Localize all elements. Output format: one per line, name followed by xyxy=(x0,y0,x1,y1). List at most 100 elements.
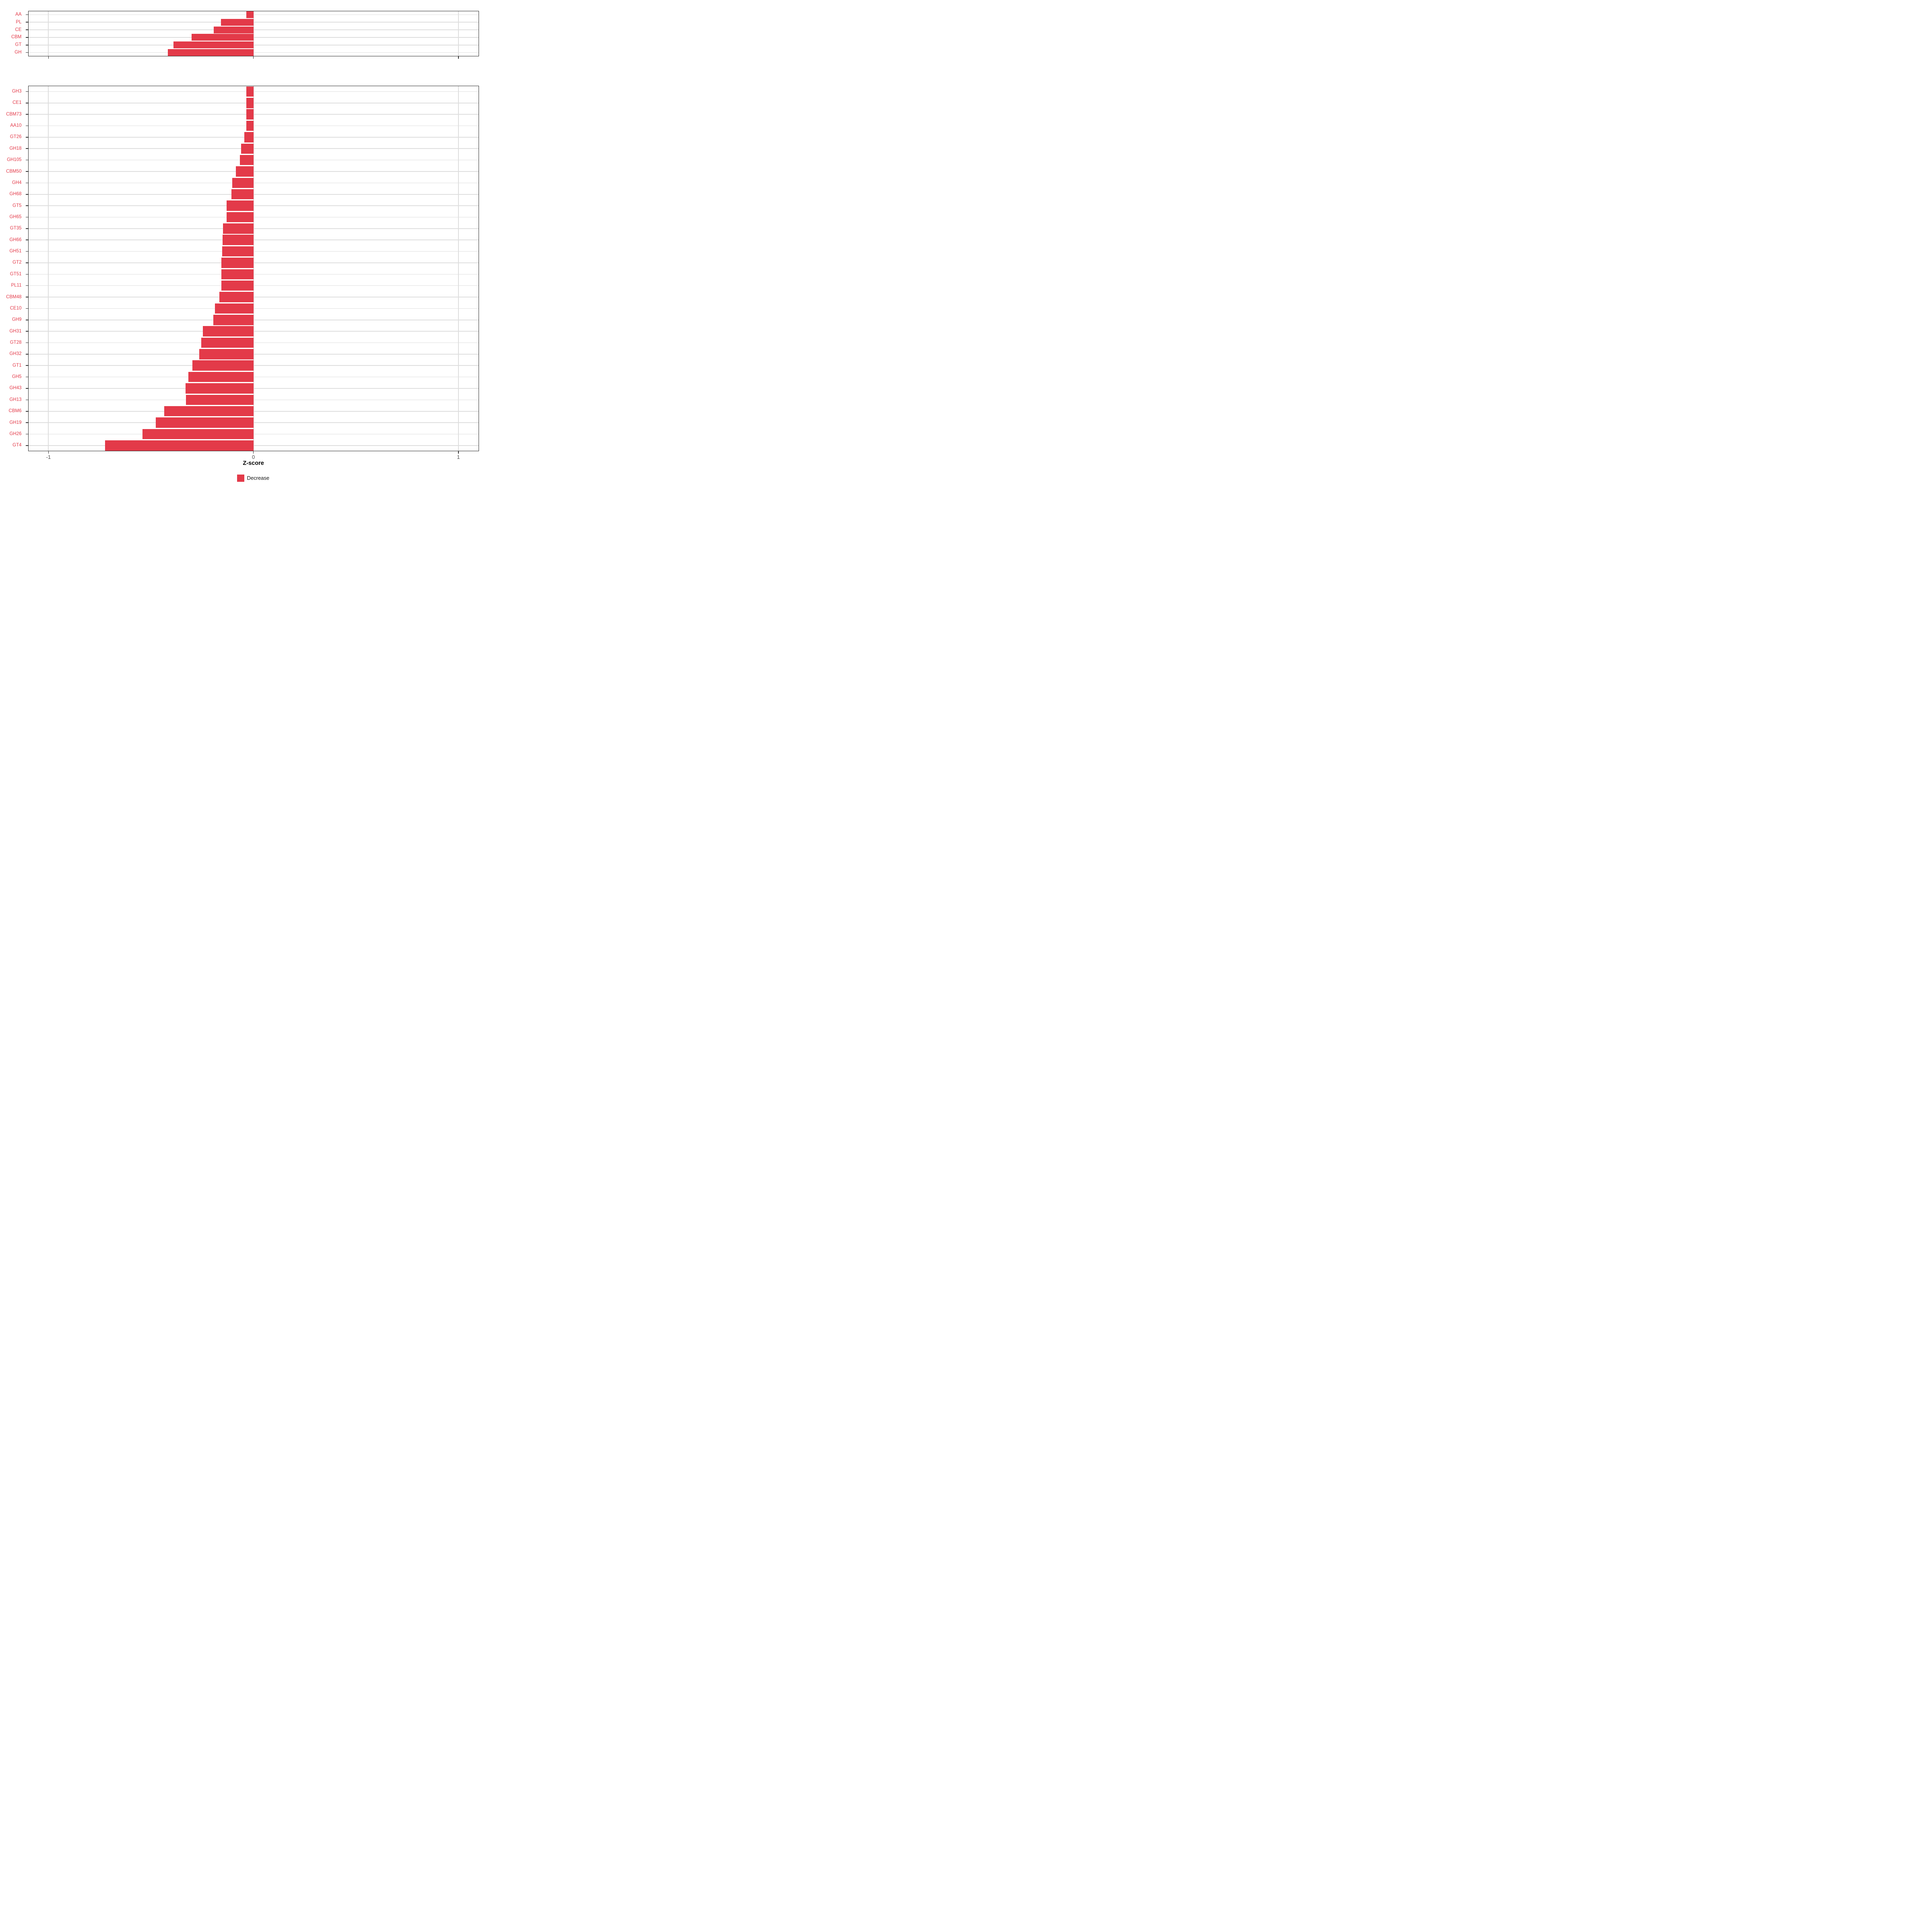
y-axis-label-GH68: GH68 xyxy=(9,192,22,197)
gridline-row-GH66 xyxy=(28,239,479,240)
y-axis-tick-GH xyxy=(25,52,28,53)
gridline-x-1 xyxy=(458,11,459,56)
bar-GT5 xyxy=(226,200,254,211)
bar-GH18 xyxy=(241,143,254,154)
y-axis-tick-GT1 xyxy=(25,365,28,366)
y-axis-label-GT51: GT51 xyxy=(10,271,22,277)
x-tick-label-0: 0 xyxy=(252,454,255,460)
x-axis-tick--1 xyxy=(48,56,49,59)
y-axis-label-CBM6: CBM6 xyxy=(8,409,22,414)
y-axis-label-GH3: GH3 xyxy=(12,89,22,94)
y-axis-tick-CBM73 xyxy=(25,114,28,115)
y-axis-label-GH26: GH26 xyxy=(9,431,22,436)
zscore-bar-chart-figure: AA PL CE CBM GT GH GH3 CE1 CBM73 AA10 GT26 GH18 GH1… xyxy=(0,0,483,483)
y-axis-tick-GH4 xyxy=(25,182,28,184)
x-axis-tick-1 xyxy=(458,451,459,454)
gridline-row-GH105 xyxy=(28,159,479,161)
bar-GH32 xyxy=(199,349,254,359)
y-axis-label-GT26: GT26 xyxy=(10,134,22,140)
y-axis-tick-GH26 xyxy=(25,433,28,435)
bar-GH51 xyxy=(222,246,254,257)
y-axis-tick-GT5 xyxy=(25,205,28,206)
x-tick-label--1: -1 xyxy=(46,454,51,460)
bar-CBM xyxy=(192,34,254,41)
y-axis-tick-GH43 xyxy=(25,388,28,389)
bar-GT51 xyxy=(221,269,254,280)
y-axis-label-GH4: GH4 xyxy=(12,180,22,185)
y-axis-label-GH9: GH9 xyxy=(12,317,22,322)
bar-GT28 xyxy=(201,337,254,348)
y-axis-tick-GT2 xyxy=(25,262,28,263)
y-axis-label-GT4: GT4 xyxy=(12,443,22,448)
y-axis-label-GH13: GH13 xyxy=(9,397,22,402)
gridline-row-GH26 xyxy=(28,433,479,435)
y-axis-tick-GH18 xyxy=(25,148,28,149)
panel-cazyme-families: GH3 CE1 CBM73 AA10 GT26 GH18 GH105 CBM50 GH4 GH68… xyxy=(6,86,479,454)
y-axis-tick-GH32 xyxy=(25,354,28,355)
bar-AA xyxy=(246,11,254,18)
gridline-row-GH51 xyxy=(28,251,479,252)
bar-GT xyxy=(173,41,254,49)
gridline-x--1 xyxy=(48,86,49,451)
bar-CBM48 xyxy=(219,292,254,302)
bar-GT2 xyxy=(221,258,254,268)
bar-GT1 xyxy=(192,360,254,371)
bar-CBM50 xyxy=(236,166,254,177)
y-axis-label-GH18: GH18 xyxy=(9,146,22,151)
y-axis-tick-CE10 xyxy=(25,308,28,309)
y-axis-label-GH65: GH65 xyxy=(9,214,22,219)
panel-cazyme-classes: AA PL CE CBM GT GH xyxy=(11,11,479,59)
y-axis-tick-GT51 xyxy=(25,274,28,275)
y-axis-label-GT: GT xyxy=(15,42,22,47)
x-axis-tick--1 xyxy=(48,451,49,454)
y-axis-label-PL: PL xyxy=(16,19,22,25)
gridline-x-0 xyxy=(253,11,254,56)
legend-label-decrease: Decrease xyxy=(247,475,270,481)
gridline-x--1 xyxy=(48,11,49,56)
bar-AA10 xyxy=(246,120,254,131)
bar-GH66 xyxy=(223,235,254,245)
gridline-row-GH68 xyxy=(28,194,479,195)
gridline-row-GH3 xyxy=(28,91,479,92)
y-axis-label-GH43: GH43 xyxy=(9,386,22,391)
bar-CBM6 xyxy=(164,406,254,417)
y-axis-tick-GT26 xyxy=(25,137,28,138)
y-axis-tick-GT4 xyxy=(25,445,28,446)
y-axis-tick-PL11 xyxy=(25,285,28,286)
y-axis-label-CBM73: CBM73 xyxy=(6,111,22,117)
bar-GT35 xyxy=(223,223,254,234)
gridline-row-GT5 xyxy=(28,205,479,206)
y-axis-tick-CE xyxy=(25,29,28,30)
y-axis-label-GT2: GT2 xyxy=(12,260,22,265)
bar-CE xyxy=(213,26,254,33)
y-axis-tick-GH19 xyxy=(25,422,28,423)
y-axis-tick-GH3 xyxy=(25,91,28,92)
y-axis-label-GT5: GT5 xyxy=(12,203,22,208)
y-axis-tick-PL xyxy=(25,22,28,23)
bar-GH9 xyxy=(213,315,254,325)
x-axis-title: Z-score xyxy=(243,460,264,466)
y-axis-tick-AA xyxy=(25,14,28,15)
y-axis-label-GH: GH xyxy=(14,50,22,55)
gridline-row-GT26 xyxy=(28,137,479,138)
gridline-row-PL xyxy=(28,22,479,23)
legend: Decrease xyxy=(237,475,269,482)
gridline-row-CE10 xyxy=(28,308,479,309)
gridline-row-GH xyxy=(28,52,479,53)
gridline-row-GH65 xyxy=(28,217,479,218)
y-axis-label-GT1: GT1 xyxy=(12,363,22,368)
gridline-row-CE xyxy=(28,29,479,30)
bar-GT26 xyxy=(244,132,254,142)
gridline-row-CBM6 xyxy=(28,411,479,412)
y-axis-label-CBM: CBM xyxy=(11,35,22,40)
y-axis-label-GH19: GH19 xyxy=(9,420,22,425)
y-axis-tick-GH5 xyxy=(25,376,28,378)
y-axis-label-AA10: AA10 xyxy=(10,123,22,128)
gridline-row-GT35 xyxy=(28,228,479,229)
bar-GH4 xyxy=(232,178,254,188)
gridline-row-GT2 xyxy=(28,262,479,263)
y-axis-label-CE10: CE10 xyxy=(10,305,22,311)
gridline-row-CBM xyxy=(28,37,479,38)
y-axis-label-CE1: CE1 xyxy=(12,100,22,105)
gridline-row-PL11 xyxy=(28,285,479,286)
